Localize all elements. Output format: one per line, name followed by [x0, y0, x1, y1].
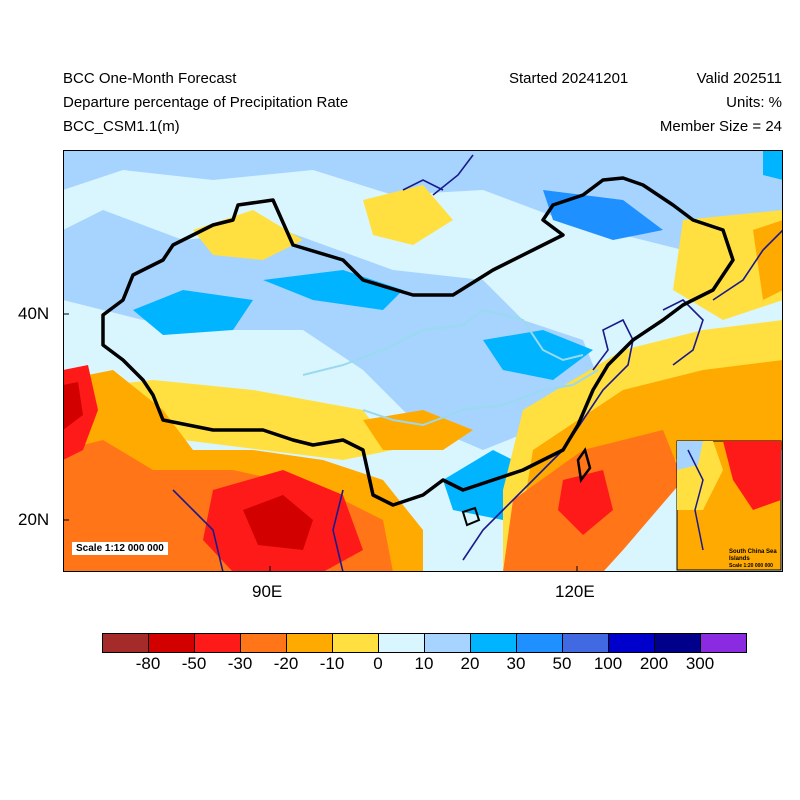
map-frame — [63, 150, 783, 572]
coastline-bay-east — [332, 489, 344, 572]
field-blue-patch-5 — [543, 190, 663, 240]
legend-labels: -80 -50 -30 -20 -10 0 10 20 30 50 100 200 300 — [0, 654, 800, 678]
coastline-india — [172, 489, 224, 572]
lon-tick-120e: 120E — [555, 582, 595, 601]
legend-label: -50 — [181, 654, 207, 673]
hainan — [461, 506, 481, 527]
legend-label: 30 — [506, 654, 526, 673]
coastline-korea — [662, 299, 704, 366]
inset-title: South China Sea Islands — [729, 549, 777, 562]
lat-tick-20n: 20N — [18, 510, 50, 529]
inset-coast — [687, 449, 704, 551]
legend-swatch — [240, 633, 287, 653]
legend-swatch — [102, 633, 149, 653]
member-size-label: Member Size = 24 — [659, 118, 782, 135]
legend-label: -10 — [319, 654, 345, 673]
river-yellow — [302, 308, 584, 376]
field-blue-patch-3 — [483, 330, 593, 380]
started-label: Started 20241201 — [509, 70, 629, 87]
rivers — [302, 308, 599, 427]
field-red-southeast — [558, 470, 613, 535]
variable-label: Departure percentage of Precipitation Ra… — [63, 94, 349, 111]
legend-swatch — [148, 633, 195, 653]
coastlines — [172, 154, 783, 572]
legend-swatch — [654, 633, 701, 653]
lon-tick-90e: 90E — [252, 582, 283, 601]
legend-swatch — [516, 633, 563, 653]
river-yangtze — [362, 369, 599, 427]
forecast-map — [63, 150, 783, 572]
valid-label: Valid 202511 — [696, 70, 782, 87]
inset-map — [676, 440, 782, 571]
chart-title: BCC One-Month Forecast — [63, 70, 237, 87]
legend-swatch — [608, 633, 655, 653]
field-blue-patch-6 — [763, 150, 783, 180]
legend-label: 0 — [373, 654, 383, 673]
coastline-baikal — [432, 154, 474, 196]
legend-swatch — [194, 633, 241, 653]
legend-label: 50 — [552, 654, 572, 673]
legend-swatch — [286, 633, 333, 653]
coastline-russia — [402, 179, 444, 191]
legend-label: -20 — [273, 654, 299, 673]
scale-label: Scale 1:12 000 000 — [72, 542, 168, 555]
legend-label: 300 — [685, 654, 715, 673]
legend-swatch — [700, 633, 747, 653]
legend-swatch — [378, 633, 425, 653]
field-orange-east — [753, 220, 783, 300]
legend-swatch — [470, 633, 517, 653]
legend-label: 10 — [414, 654, 434, 673]
inset-red-field — [723, 441, 781, 510]
field-yellow-patch-1 — [363, 185, 453, 245]
legend-swatch — [562, 633, 609, 653]
inset-scale: Scale 1:20 000 000 — [729, 563, 773, 569]
field-blue-patch-1 — [133, 290, 253, 335]
taiwan — [576, 447, 592, 484]
model-label: BCC_CSM1.1(m) — [63, 118, 180, 135]
legend-swatch — [332, 633, 379, 653]
legend-label: 200 — [639, 654, 669, 673]
field-light-blue-west — [63, 210, 603, 450]
legend-swatch — [424, 633, 471, 653]
legend-label: 20 — [460, 654, 480, 673]
legend-label: -30 — [227, 654, 253, 673]
china-border — [101, 176, 735, 507]
lat-tick-40n: 40N — [18, 304, 50, 323]
legend-label: -80 — [135, 654, 161, 673]
color-legend — [102, 633, 747, 653]
units-label: Units: % — [726, 94, 782, 111]
legend-label: 100 — [593, 654, 623, 673]
field-darkred-far-west — [63, 382, 83, 430]
coastline-japan — [712, 229, 783, 301]
field-darkred-bay — [243, 495, 313, 550]
coastline-east-asia — [462, 318, 634, 561]
